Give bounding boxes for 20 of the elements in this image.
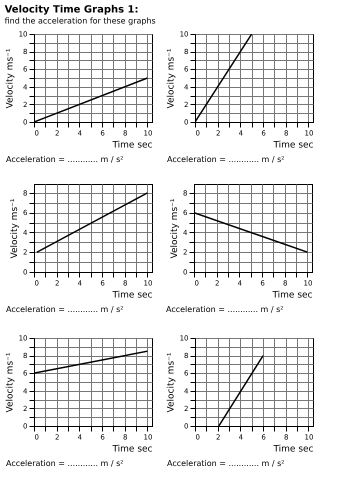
- y-axis-title: Velocity ms⁻¹: [6, 352, 16, 412]
- y-axis-title: Velocity ms⁻¹: [166, 48, 177, 108]
- x-axis-title: Time sec: [111, 140, 153, 150]
- text: Acceleration = ............ m / s²: [6, 155, 124, 164]
- text: Acceleration = ............ m / s²: [166, 305, 284, 314]
- chart-title: Velocity Time Graphs 1:: [4, 4, 138, 16]
- x-axis-title: Time sec: [272, 444, 314, 454]
- x-axis-title: Time sec: [271, 290, 313, 300]
- chart-subtitle: find the acceleration for these graphs: [4, 16, 156, 26]
- y-axis-title: Velocity ms⁻¹: [170, 198, 180, 258]
- text: Acceleration = ............ m / s²: [6, 305, 124, 314]
- x-axis-title: Time sec: [272, 140, 314, 150]
- y-axis-title: Velocity ms⁻¹: [6, 48, 16, 108]
- x-axis-title: Time sec: [111, 290, 153, 300]
- text: Acceleration = ............ m / s²: [6, 459, 124, 468]
- text: Acceleration = ............ m / s²: [167, 459, 285, 468]
- x-axis-title: Time sec: [111, 444, 153, 454]
- y-axis-title: Velocity ms⁻¹: [10, 198, 20, 258]
- y-axis-title: Velocity ms⁻¹: [166, 352, 177, 412]
- text: Acceleration = ............ m / s²: [167, 155, 285, 164]
